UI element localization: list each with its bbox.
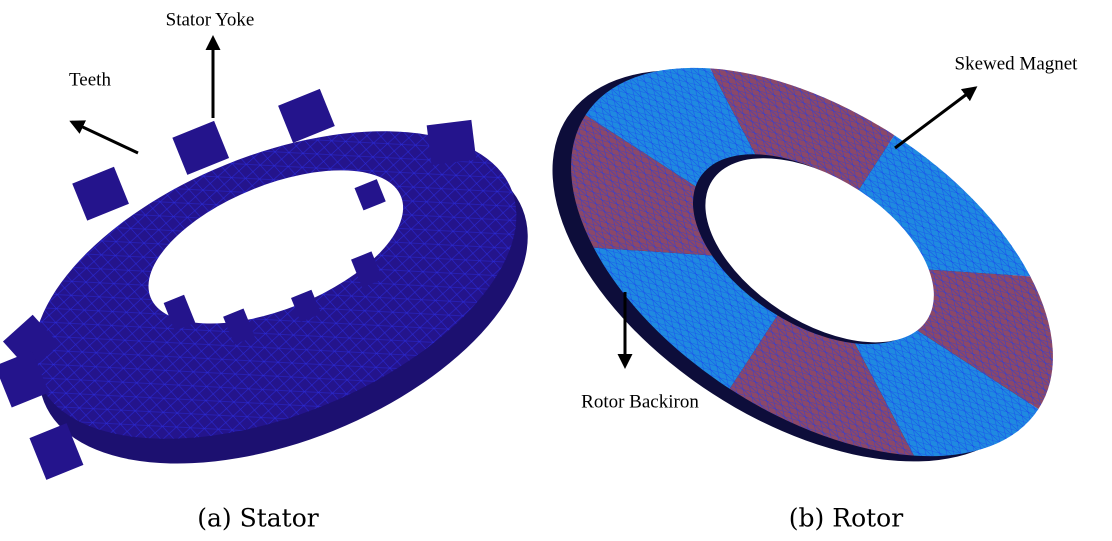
- annotation: Stator Yoke: [166, 9, 255, 30]
- annotation: Skewed Magnet: [955, 53, 1079, 74]
- annotation: Teeth: [69, 69, 111, 90]
- figure: Stator Yoke Teeth Skewed Magnet Rotor Ba…: [0, 0, 1112, 541]
- annotation: Rotor Backiron: [581, 391, 699, 412]
- caption: (a) Stator: [197, 504, 319, 533]
- stator-mesh: [0, 26, 573, 539]
- rotor-mesh: [484, 0, 1112, 541]
- caption: (b) Rotor: [789, 504, 903, 533]
